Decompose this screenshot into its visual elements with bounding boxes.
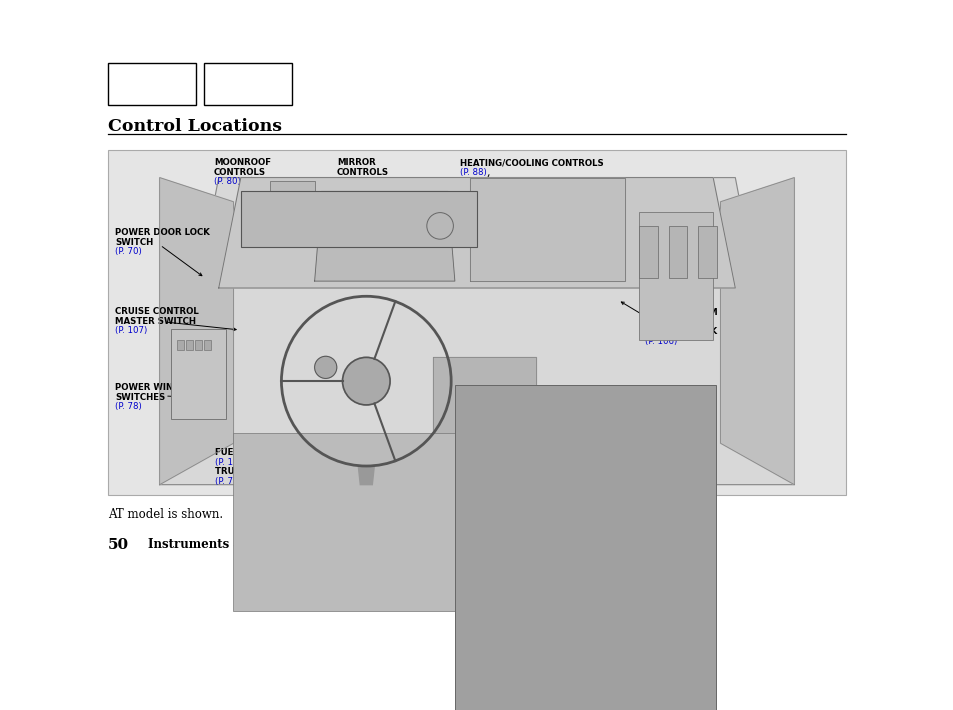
Bar [668, 226, 686, 278]
Text: (P. 71): (P. 71) [214, 477, 241, 486]
Polygon shape [159, 178, 794, 485]
Text: MASTER SWITCH: MASTER SWITCH [115, 317, 195, 326]
Text: MOONROOF: MOONROOF [213, 158, 271, 167]
Bar [270, 181, 314, 205]
Text: Instruments and Controls: Instruments and Controls [148, 538, 317, 551]
Text: HANDLE: HANDLE [372, 458, 411, 466]
Bar [176, 340, 183, 350]
Text: (P. 107): (P. 107) [115, 326, 147, 335]
Polygon shape [159, 178, 233, 485]
Polygon shape [469, 178, 624, 281]
Circle shape [426, 212, 453, 239]
Bar [233, 433, 506, 611]
Bar [639, 226, 658, 278]
Text: SWITCH: SWITCH [115, 238, 153, 246]
Text: (P. 107): (P. 107) [497, 459, 530, 469]
Bar [204, 63, 292, 105]
Bar [194, 340, 201, 350]
Text: POWER WINDOW: POWER WINDOW [115, 383, 196, 392]
Text: (P. 106): (P. 106) [644, 337, 677, 346]
Text: (P. 113): (P. 113) [214, 458, 247, 466]
Bar [186, 340, 193, 350]
Bar [240, 192, 476, 246]
Polygon shape [255, 450, 366, 485]
Bar [171, 329, 226, 419]
Bar [698, 226, 716, 278]
Text: MIRROR: MIRROR [336, 158, 375, 167]
Bar [455, 385, 716, 710]
Text: SWITCHES: SWITCHES [115, 393, 165, 402]
Polygon shape [720, 178, 794, 485]
Bar [108, 150, 845, 495]
Text: (P. 92): (P. 92) [644, 317, 671, 327]
Polygon shape [218, 178, 735, 288]
Text: Control Locations: Control Locations [108, 118, 282, 135]
Text: AUDIO SYSTEM: AUDIO SYSTEM [644, 308, 717, 317]
Text: AT model is shown.: AT model is shown. [108, 508, 223, 521]
Text: (P. 78): (P. 78) [115, 403, 142, 411]
Circle shape [342, 357, 390, 405]
Text: TRUNK RELEASE: TRUNK RELEASE [214, 467, 294, 476]
Bar [203, 340, 211, 350]
Bar [639, 212, 713, 340]
Text: CONTROLS: CONTROLS [336, 168, 389, 177]
Text: CONTROLS: CONTROLS [213, 168, 266, 177]
Text: (P. 80): (P. 80) [213, 178, 240, 186]
Polygon shape [358, 466, 374, 485]
Text: CRUISE CONTROL: CRUISE CONTROL [115, 307, 198, 316]
Text: 50: 50 [108, 538, 129, 552]
Text: (P. 88): (P. 88) [459, 168, 486, 177]
Text: DIGITAL CLOCK: DIGITAL CLOCK [644, 327, 717, 337]
Text: POWER DOOR LOCK: POWER DOOR LOCK [115, 228, 210, 237]
Text: CRUISE CONTROL SWITCHES: CRUISE CONTROL SWITCHES [497, 450, 635, 459]
Polygon shape [314, 192, 455, 281]
Text: (P. 114): (P. 114) [372, 467, 404, 476]
Text: (P. 70): (P. 70) [115, 247, 142, 256]
Polygon shape [433, 357, 536, 485]
Text: HOOD RELEASE: HOOD RELEASE [372, 448, 445, 457]
Text: (P. 81): (P. 81) [336, 178, 363, 186]
Text: FUEL FILL DOOR RELEASE: FUEL FILL DOOR RELEASE [214, 448, 337, 457]
Bar [108, 63, 195, 105]
Circle shape [314, 356, 336, 378]
Text: HEATING/COOLING CONTROLS: HEATING/COOLING CONTROLS [459, 158, 603, 167]
